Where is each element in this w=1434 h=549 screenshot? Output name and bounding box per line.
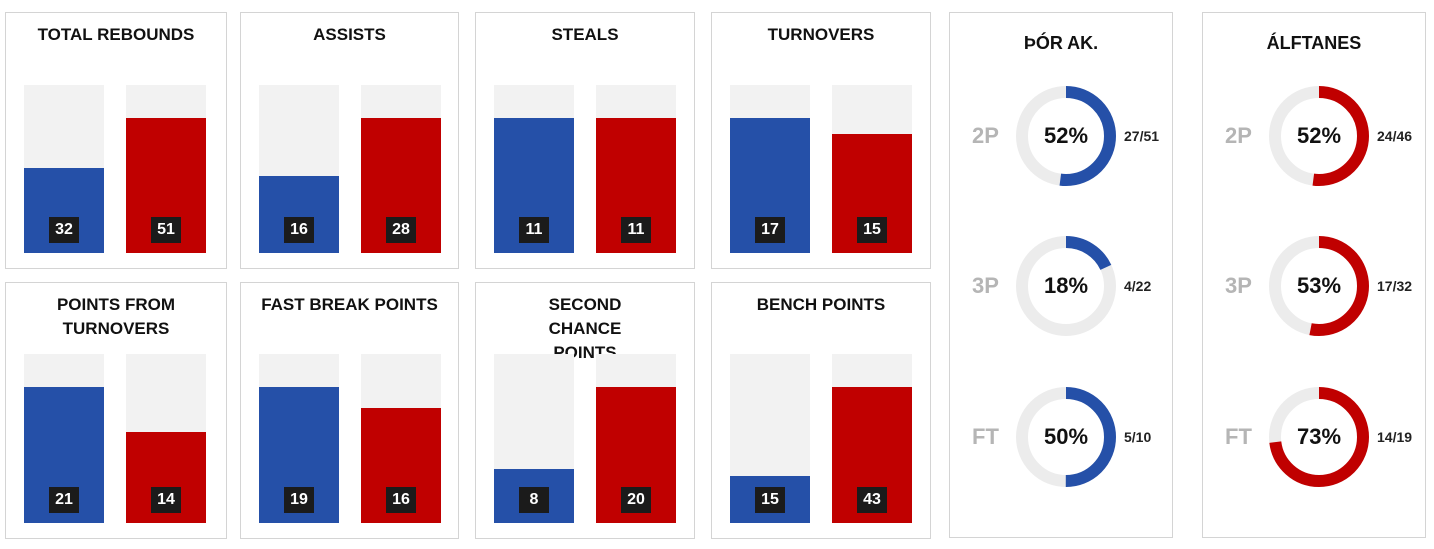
stat-card: POINTS FROM TURNOVERS 21 14 — [5, 282, 227, 539]
shot-type-label: FT — [972, 424, 999, 449]
bar-track: 11 — [596, 85, 676, 253]
bar-track: 28 — [361, 85, 441, 253]
bar-track: 43 — [832, 354, 912, 523]
stat-card-title: TURNOVERS — [767, 25, 875, 44]
percentage-ring — [1016, 387, 1116, 487]
bar-track: 51 — [126, 85, 206, 253]
made-attempted: 17/32 — [1377, 278, 1413, 294]
shooting-row: 3P 53% 17/32 — [1203, 231, 1425, 341]
shooting-panel: ÁLFTANES 2P 52% 24/46 3P 53% 17/32 FT 73% 14/19 — [1202, 12, 1426, 538]
bar-track: 16 — [361, 354, 441, 523]
bar-value-label: 15 — [755, 487, 785, 513]
bar-value-label: 11 — [519, 217, 549, 243]
made-attempted: 5/10 — [1124, 429, 1152, 445]
stat-card: BENCH POINTS 15 43 — [711, 282, 931, 539]
bar-track: 11 — [494, 85, 574, 253]
shooting-panel-title: ÞÓR AK. — [1023, 33, 1099, 53]
made-attempted: 4/22 — [1124, 278, 1152, 294]
shooting-row: FT 73% 14/19 — [1203, 382, 1425, 492]
bar-value-label: 16 — [284, 217, 314, 243]
ring-progress-arc — [1269, 236, 1369, 336]
ring-progress-arc — [1016, 86, 1116, 186]
percentage-ring — [1269, 236, 1369, 336]
percentage-ring — [1269, 387, 1369, 487]
percentage-ring — [1269, 86, 1369, 186]
ring-percentage: 18% — [1043, 273, 1089, 298]
shooting-row: 2P 52% 24/46 — [1203, 81, 1425, 191]
bar-value-label: 11 — [621, 217, 651, 243]
stat-card: ASSISTS 16 28 — [240, 12, 459, 269]
stat-card: TOTAL REBOUNDS 32 51 — [5, 12, 227, 269]
bar-value-label: 51 — [151, 217, 181, 243]
stat-card-title: TOTAL REBOUNDS — [37, 25, 195, 44]
bar-track: 8 — [494, 354, 574, 523]
shot-type-label: 2P — [972, 123, 999, 148]
bar-track: 15 — [730, 354, 810, 523]
percentage-ring — [1016, 236, 1116, 336]
bar-value-label: 32 — [49, 217, 79, 243]
shot-type-label: 3P — [972, 273, 999, 298]
percentage-ring — [1016, 86, 1116, 186]
stat-card-title: BENCH POINTS — [756, 295, 886, 314]
bar-value-label: 15 — [857, 217, 887, 243]
shooting-panel: ÞÓR AK. 2P 52% 27/51 3P 18% 4/22 FT 50% 5/10 — [949, 12, 1173, 538]
bar-value-label: 14 — [151, 487, 181, 513]
bar-value-label: 17 — [755, 217, 785, 243]
shooting-row: FT 50% 5/10 — [950, 382, 1172, 492]
ring-percentage: 52% — [1296, 123, 1342, 148]
ring-percentage: 50% — [1043, 424, 1089, 449]
stat-card-title: STEALS — [551, 25, 619, 44]
bar-value-label: 28 — [386, 217, 416, 243]
bar-track: 21 — [24, 354, 104, 523]
ring-progress-arc — [1016, 236, 1116, 336]
stat-card-title: ASSISTS — [313, 25, 386, 44]
bar-track: 15 — [832, 85, 912, 253]
bar-value-label: 8 — [519, 487, 549, 513]
stat-card: FAST BREAK POINTS 19 16 — [240, 282, 459, 539]
ring-percentage: 53% — [1296, 273, 1342, 298]
bar-track: 14 — [126, 354, 206, 523]
shooting-panel-title: ÁLFTANES — [1266, 33, 1362, 53]
stat-card: SECOND CHANCE POINTS 8 20 — [475, 282, 695, 539]
made-attempted: 14/19 — [1377, 429, 1413, 445]
shooting-row: 3P 18% 4/22 — [950, 231, 1172, 341]
bar-value-label: 43 — [857, 487, 887, 513]
bar-track: 20 — [596, 354, 676, 523]
stat-card-title: POINTS FROM TURNOVERS — [56, 295, 176, 338]
shot-type-label: 3P — [1225, 273, 1252, 298]
bar-track: 16 — [259, 85, 339, 253]
made-attempted: 24/46 — [1377, 128, 1413, 144]
shot-type-label: FT — [1225, 424, 1252, 449]
shooting-row: 2P 52% 27/51 — [950, 81, 1172, 191]
stat-card-title: FAST BREAK POINTS — [261, 295, 438, 314]
made-attempted: 27/51 — [1124, 128, 1160, 144]
bar-track: 17 — [730, 85, 810, 253]
bar-track: 32 — [24, 85, 104, 253]
ring-percentage: 73% — [1296, 424, 1342, 449]
stat-card: STEALS 11 11 — [475, 12, 695, 269]
bar-track: 19 — [259, 354, 339, 523]
bar-value-label: 19 — [284, 487, 314, 513]
bar-value-label: 16 — [386, 487, 416, 513]
stat-card-title: SECOND CHANCE POINTS — [548, 295, 622, 362]
ring-progress-arc — [1269, 86, 1369, 186]
shot-type-label: 2P — [1225, 123, 1252, 148]
bar-value-label: 20 — [621, 487, 651, 513]
ring-progress-arc — [1269, 387, 1369, 487]
bar-value-label: 21 — [49, 487, 79, 513]
stat-card: TURNOVERS 17 15 — [711, 12, 931, 269]
ring-progress-arc — [1016, 387, 1116, 487]
ring-percentage: 52% — [1043, 123, 1089, 148]
